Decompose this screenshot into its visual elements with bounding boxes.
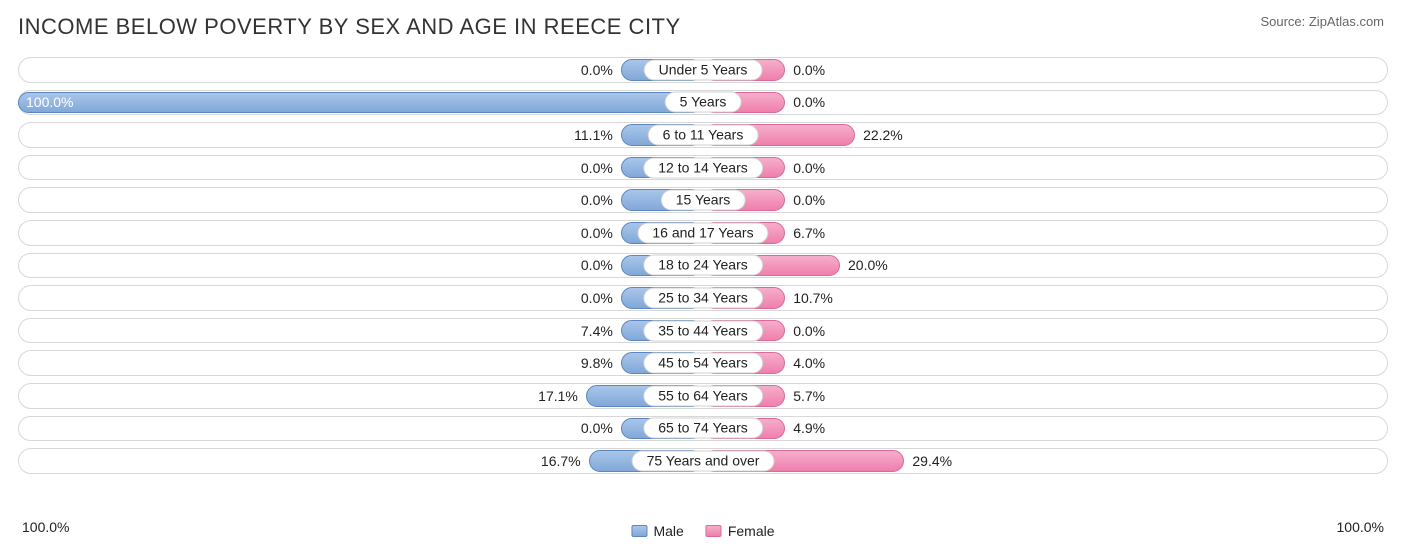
category-label: 45 to 54 Years	[643, 353, 763, 374]
chart-row: 0.0% 20.0% 18 to 24 Years	[18, 250, 1388, 282]
diverging-bar-chart: 0.0% 0.0% Under 5 Years 100.0% 0.0% 5 Years 11…	[18, 54, 1388, 519]
female-value: 10.7%	[793, 290, 833, 306]
legend-female: Female	[706, 523, 775, 539]
female-value: 22.2%	[863, 127, 903, 143]
chart-row: 16.7% 29.4% 75 Years and over	[18, 445, 1388, 477]
axis-right-label: 100.0%	[1337, 519, 1384, 535]
male-value: 7.4%	[581, 323, 613, 339]
category-label: 12 to 14 Years	[643, 157, 763, 178]
male-value: 16.7%	[541, 453, 581, 469]
chart-row: 0.0% 0.0% 12 to 14 Years	[18, 152, 1388, 184]
category-label: 35 to 44 Years	[643, 320, 763, 341]
male-value: 0.0%	[581, 192, 613, 208]
female-value: 0.0%	[793, 192, 825, 208]
chart-row: 0.0% 0.0% Under 5 Years	[18, 54, 1388, 86]
legend-male-label: Male	[653, 523, 683, 539]
chart-row: 17.1% 5.7% 55 to 64 Years	[18, 380, 1388, 412]
female-value: 4.0%	[793, 355, 825, 371]
male-value: 11.1%	[574, 127, 613, 143]
chart-row: 7.4% 0.0% 35 to 44 Years	[18, 315, 1388, 347]
male-value: 0.0%	[581, 257, 613, 273]
male-value: 100.0%	[26, 94, 73, 110]
chart-title: INCOME BELOW POVERTY BY SEX AND AGE IN R…	[0, 0, 1406, 40]
chart-row: 0.0% 6.7% 16 and 17 Years	[18, 217, 1388, 249]
male-value: 0.0%	[581, 420, 613, 436]
female-value: 0.0%	[793, 323, 825, 339]
chart-row: 100.0% 0.0% 5 Years	[18, 87, 1388, 119]
male-value: 0.0%	[581, 290, 613, 306]
female-value: 29.4%	[912, 453, 952, 469]
category-label: 6 to 11 Years	[648, 124, 759, 145]
legend: Male Female	[631, 523, 774, 539]
female-value: 6.7%	[793, 225, 825, 241]
legend-female-label: Female	[728, 523, 775, 539]
female-value: 4.9%	[793, 420, 825, 436]
male-value: 17.1%	[538, 388, 578, 404]
female-value: 5.7%	[793, 388, 825, 404]
category-label: 25 to 34 Years	[643, 287, 763, 308]
female-value: 0.0%	[793, 160, 825, 176]
category-label: 16 and 17 Years	[637, 222, 768, 243]
male-swatch	[631, 525, 647, 537]
chart-row: 0.0% 0.0% 15 Years	[18, 184, 1388, 216]
chart-row: 0.0% 10.7% 25 to 34 Years	[18, 282, 1388, 314]
category-label: 15 Years	[661, 190, 746, 211]
male-value: 0.0%	[581, 160, 613, 176]
source-attribution: Source: ZipAtlas.com	[1260, 14, 1384, 29]
female-value: 0.0%	[793, 62, 825, 78]
category-label: Under 5 Years	[644, 59, 763, 80]
female-value: 0.0%	[793, 94, 825, 110]
male-value: 0.0%	[581, 62, 613, 78]
male-value: 0.0%	[581, 225, 613, 241]
axis-left-label: 100.0%	[22, 519, 69, 535]
male-value: 9.8%	[581, 355, 613, 371]
category-label: 65 to 74 Years	[643, 418, 763, 439]
chart-row: 11.1% 22.2% 6 to 11 Years	[18, 119, 1388, 151]
category-label: 5 Years	[665, 92, 742, 113]
category-label: 55 to 64 Years	[643, 385, 763, 406]
male-bar	[18, 92, 703, 114]
female-value: 20.0%	[848, 257, 888, 273]
female-swatch	[706, 525, 722, 537]
chart-row: 0.0% 4.9% 65 to 74 Years	[18, 413, 1388, 445]
chart-row: 9.8% 4.0% 45 to 54 Years	[18, 347, 1388, 379]
legend-male: Male	[631, 523, 683, 539]
category-label: 75 Years and over	[632, 450, 775, 471]
category-label: 18 to 24 Years	[643, 255, 763, 276]
